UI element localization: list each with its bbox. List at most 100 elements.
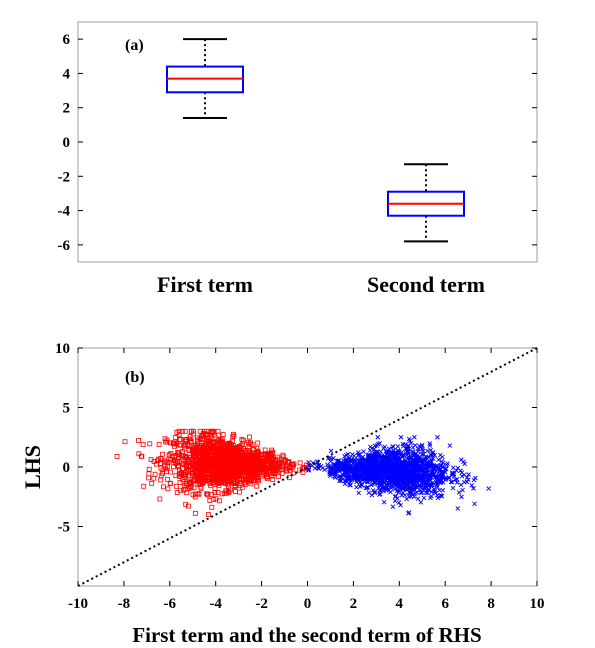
red-square-point <box>207 471 213 476</box>
blue-cross-point <box>448 479 454 485</box>
blue-cross-point <box>430 469 436 474</box>
blue-cross-point <box>402 463 408 469</box>
blue-cross-point <box>404 473 410 478</box>
blue-cross-point <box>425 490 430 496</box>
blue-cross-point <box>393 474 399 480</box>
red-square-point <box>239 436 245 442</box>
red-square-point <box>212 459 217 465</box>
red-square-point <box>226 489 232 494</box>
blue-cross-point <box>435 471 441 476</box>
y-tick-label: 2 <box>63 101 71 117</box>
blue-cross-point <box>410 470 416 476</box>
blue-cross-point <box>353 461 359 467</box>
blue-cross-point <box>434 468 440 473</box>
red-square-point <box>256 478 261 484</box>
red-square-point <box>297 460 303 466</box>
red-square-point <box>149 480 155 486</box>
blue-cross-point <box>344 476 350 481</box>
blue-cross-point <box>332 462 338 468</box>
red-square-point <box>237 483 243 489</box>
red-square-point <box>255 449 261 455</box>
blue-cross-point <box>453 477 458 482</box>
blue-cross-point <box>397 467 402 473</box>
blue-cross-point <box>409 474 415 479</box>
blue-cross-point <box>428 447 433 453</box>
red-square-point <box>211 439 217 445</box>
red-square-point <box>164 439 170 445</box>
red-square-point <box>233 446 239 451</box>
blue-cross-point <box>430 456 436 461</box>
red-square-point <box>208 480 214 486</box>
red-square-point <box>255 448 260 454</box>
red-square-point <box>209 504 215 510</box>
red-square-point <box>183 462 189 468</box>
blue-cross-point <box>384 449 390 455</box>
series-red-squares <box>114 428 309 517</box>
y-tick-label: -6 <box>58 238 71 254</box>
red-square-point <box>243 476 249 482</box>
blue-cross-point <box>393 452 399 457</box>
blue-cross-point <box>429 493 434 499</box>
x-axis-label: First term and the second term of RHS <box>132 623 481 647</box>
scatter-panel: (b) -10 -8 -6 -4 -2 0 2 4 6 8 10 10 5 0 -5 First term… <box>20 341 545 647</box>
blue-cross-point <box>408 455 414 461</box>
red-square-point <box>265 466 271 472</box>
blue-cross-point <box>343 459 348 465</box>
red-square-point <box>198 485 204 491</box>
red-square-point <box>146 475 152 481</box>
red-square-point <box>217 479 222 485</box>
blue-cross-point <box>354 484 359 490</box>
red-square-point <box>274 467 280 473</box>
red-square-point <box>246 444 252 450</box>
x-tick-label: 0 <box>304 596 312 612</box>
blue-cross-point <box>431 472 437 478</box>
blue-cross-point <box>427 473 432 479</box>
blue-cross-point <box>411 494 417 499</box>
red-square-point <box>171 464 176 470</box>
red-square-point <box>276 461 282 467</box>
red-square-point <box>270 459 276 465</box>
red-square-point <box>216 455 222 461</box>
red-square-point <box>194 478 200 484</box>
red-square-point <box>114 453 120 459</box>
red-square-point <box>173 483 179 489</box>
blue-cross-point <box>413 452 418 457</box>
blue-cross-point <box>401 452 406 458</box>
blue-cross-point <box>438 452 443 458</box>
red-square-point <box>176 428 182 434</box>
red-square-point <box>184 469 190 474</box>
red-square-point <box>221 458 227 464</box>
blue-cross-point <box>404 496 410 502</box>
blue-cross-point <box>464 479 470 485</box>
red-square-point <box>248 455 254 461</box>
red-square-point <box>216 437 222 443</box>
red-square-point <box>174 458 180 464</box>
red-square-point <box>212 474 217 480</box>
blue-cross-point <box>401 457 407 462</box>
identity-reference-line <box>77 347 538 587</box>
blue-cross-point <box>386 446 392 452</box>
blue-cross-point <box>359 457 365 463</box>
blue-cross-point <box>309 463 315 469</box>
red-square-point <box>249 442 255 447</box>
red-square-point <box>227 466 233 472</box>
blue-cross-point <box>333 468 338 473</box>
blue-cross-point <box>423 482 429 488</box>
blue-cross-point <box>406 462 412 468</box>
red-square-point <box>228 445 234 450</box>
blue-cross-point <box>396 454 402 460</box>
blue-cross-point <box>421 462 427 467</box>
red-square-point <box>165 486 171 492</box>
blue-cross-point <box>450 465 456 470</box>
blue-cross-point <box>368 444 373 450</box>
blue-cross-point <box>413 484 419 490</box>
x-tick-label: 10 <box>530 596 545 612</box>
red-square-point <box>198 470 204 476</box>
blue-cross-point <box>439 459 445 464</box>
blue-cross-point <box>361 462 367 468</box>
red-square-point <box>192 510 198 516</box>
x-tick-label: 4 <box>396 596 404 612</box>
red-square-point <box>207 498 213 503</box>
blue-cross-point <box>416 464 422 469</box>
blue-cross-point <box>458 482 464 488</box>
